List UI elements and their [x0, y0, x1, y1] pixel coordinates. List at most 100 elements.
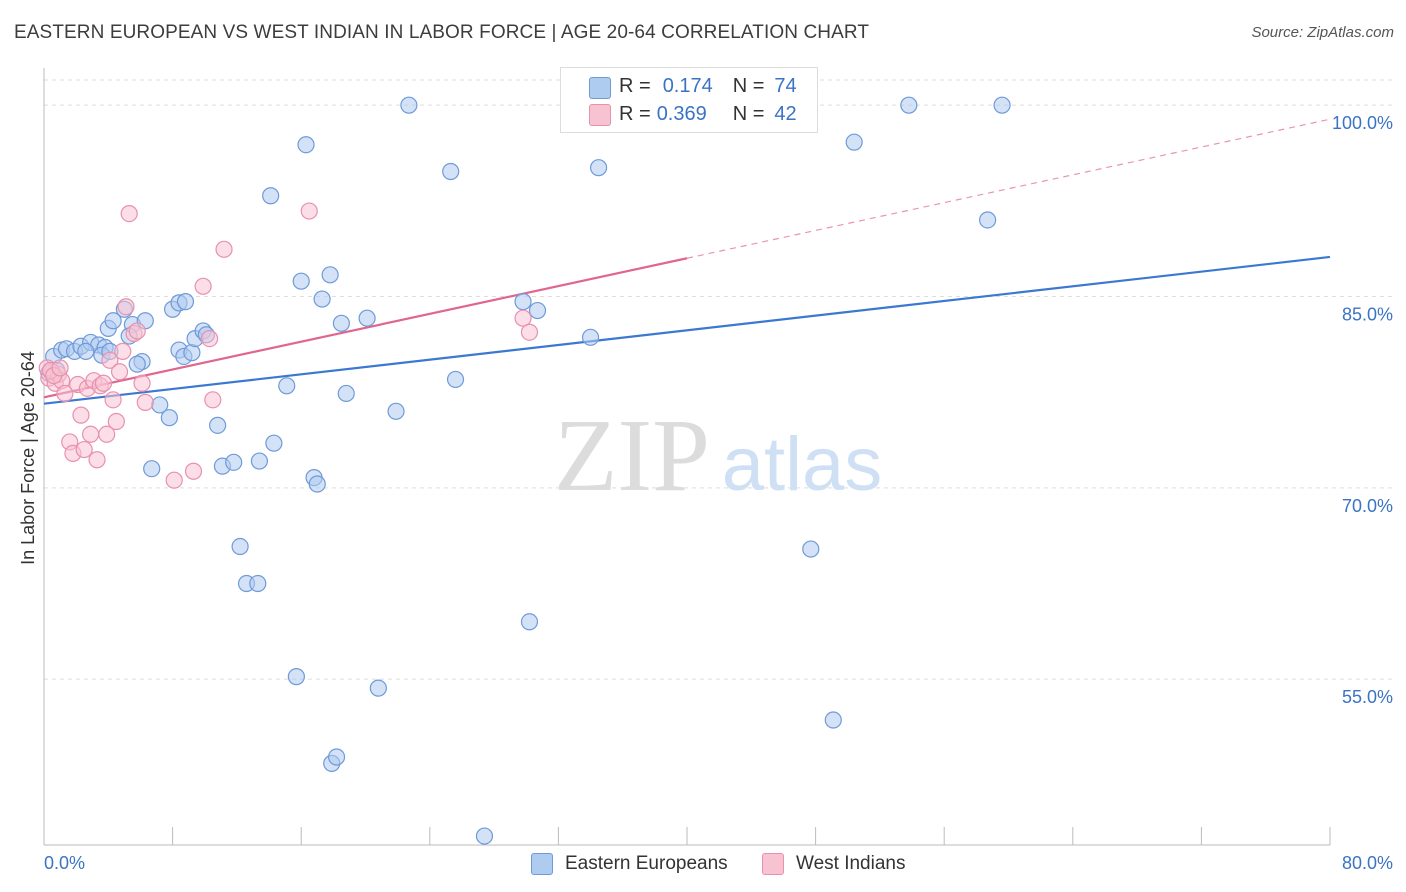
west-indians-trend-line	[43, 257, 688, 399]
west-indian-point	[120, 205, 138, 223]
watermark: ZIP atlas	[554, 398, 882, 513]
eastern-europeans-trend-line	[43, 255, 1331, 405]
legend-item-west-indians: West Indians	[762, 851, 905, 877]
watermark-zip: ZIP	[554, 398, 710, 513]
legend-n-value: 42	[774, 102, 797, 125]
legend-swatch-blue	[589, 77, 611, 99]
legend-box: R = 0.174 N = 74 R = 0.369 N = 42	[560, 67, 818, 133]
eastern-european-point	[308, 475, 326, 493]
eastern-european-point	[337, 384, 355, 403]
west-indian-point	[98, 425, 116, 443]
west-indian-point	[520, 323, 539, 341]
axes	[43, 68, 1331, 846]
eastern-european-point	[143, 460, 161, 478]
west-indian-point	[514, 309, 532, 327]
eastern-european-point	[900, 96, 918, 114]
eastern-european-point	[265, 434, 283, 452]
eastern-european-point	[292, 272, 310, 290]
west-indian-point	[184, 462, 203, 480]
eastern-european-point	[128, 355, 146, 373]
tick-labels: 55.0% 70.0% 85.0% 100.0% 0.0% 80.0%	[44, 113, 1393, 873]
y-tick-label: 70.0%	[1342, 496, 1393, 516]
eastern-european-point	[313, 290, 331, 308]
y-axis-label: In Labor Force | Age 20-64	[18, 351, 38, 565]
legend-r-value: 0.369	[656, 102, 707, 125]
legend-label-eastern-europeans: Eastern Europeans	[565, 853, 728, 874]
legend-r-value: 0.174	[662, 74, 713, 97]
x-tick-label-min: 0.0%	[44, 853, 85, 873]
eastern-european-point	[520, 613, 539, 631]
west-indian-point	[56, 384, 74, 403]
source-label: Source: ZipAtlas.com	[1251, 24, 1394, 41]
legend-n-label: N =	[732, 102, 765, 125]
legend-label-west-indians: West Indians	[796, 853, 906, 874]
west-indians-trend-line-extension	[686, 118, 1331, 259]
eastern-european-point	[824, 711, 842, 729]
y-tick-label: 100.0%	[1332, 113, 1393, 133]
west-indian-point	[204, 391, 222, 409]
data-points	[38, 94, 1011, 845]
west-indian-point	[82, 425, 100, 443]
west-indian-point	[215, 240, 233, 258]
legend-swatch-west-indians	[762, 853, 784, 875]
west-indian-point	[128, 322, 146, 340]
legend-n-label: N =	[732, 74, 765, 97]
eastern-european-point	[77, 342, 95, 360]
eastern-european-point	[176, 293, 195, 311]
eastern-european-point	[514, 293, 532, 311]
eastern-european-point	[589, 159, 608, 177]
west-indian-point	[300, 202, 318, 220]
eastern-european-point	[475, 827, 494, 845]
y-tick-label: 55.0%	[1342, 687, 1393, 707]
trend-lines	[43, 118, 1331, 405]
eastern-european-point	[287, 668, 305, 686]
eastern-european-point	[802, 540, 820, 558]
eastern-european-point	[993, 96, 1011, 114]
eastern-european-point	[446, 370, 465, 389]
eastern-european-point	[160, 409, 178, 427]
eastern-european-point	[528, 301, 547, 320]
eastern-european-point	[442, 162, 460, 181]
eastern-european-point	[581, 328, 600, 346]
x-tick-label-max: 80.0%	[1342, 853, 1393, 873]
west-indian-point	[75, 440, 93, 459]
legend-swatch-eastern-europeans	[531, 853, 553, 875]
eastern-european-point	[278, 377, 296, 395]
west-indian-point	[107, 412, 125, 431]
west-indian-point	[101, 351, 119, 369]
legend-item-eastern-europeans: Eastern Europeans	[531, 851, 728, 877]
legend-row-west-indians: R = 0.369 N = 42	[619, 101, 797, 127]
eastern-european-point	[209, 416, 227, 434]
legend-row-eastern-europeans: R = 0.174 N = 74	[619, 73, 797, 99]
legend-r-label: R =	[619, 74, 651, 97]
eastern-european-point	[104, 312, 122, 330]
eastern-european-point	[225, 453, 243, 471]
eastern-european-point	[369, 679, 387, 697]
eastern-european-point	[358, 309, 376, 327]
west-indian-point	[51, 359, 69, 377]
west-indian-point	[110, 363, 129, 381]
eastern-european-point	[327, 748, 346, 766]
eastern-european-point	[249, 574, 267, 593]
west-indian-point	[117, 298, 135, 316]
y-tick-label: 85.0%	[1342, 305, 1393, 325]
eastern-european-point	[387, 402, 405, 420]
west-indian-point	[94, 374, 113, 392]
eastern-european-point	[321, 266, 339, 284]
west-indian-point	[88, 451, 106, 469]
west-indian-point	[104, 391, 122, 409]
eastern-european-point	[250, 452, 269, 470]
watermark-atlas: atlas	[722, 422, 883, 507]
west-indian-point	[72, 406, 90, 424]
legend-r-label: R =	[619, 102, 651, 125]
west-indian-point	[194, 277, 212, 295]
eastern-european-point	[231, 537, 249, 556]
west-indian-point	[165, 471, 183, 489]
west-indian-point	[200, 330, 219, 348]
west-indian-point	[136, 393, 154, 411]
eastern-european-point	[297, 136, 315, 154]
chart-title: EASTERN EUROPEAN VS WEST INDIAN IN LABOR…	[14, 22, 870, 43]
west-indian-point	[114, 342, 132, 360]
eastern-european-point	[400, 96, 418, 114]
